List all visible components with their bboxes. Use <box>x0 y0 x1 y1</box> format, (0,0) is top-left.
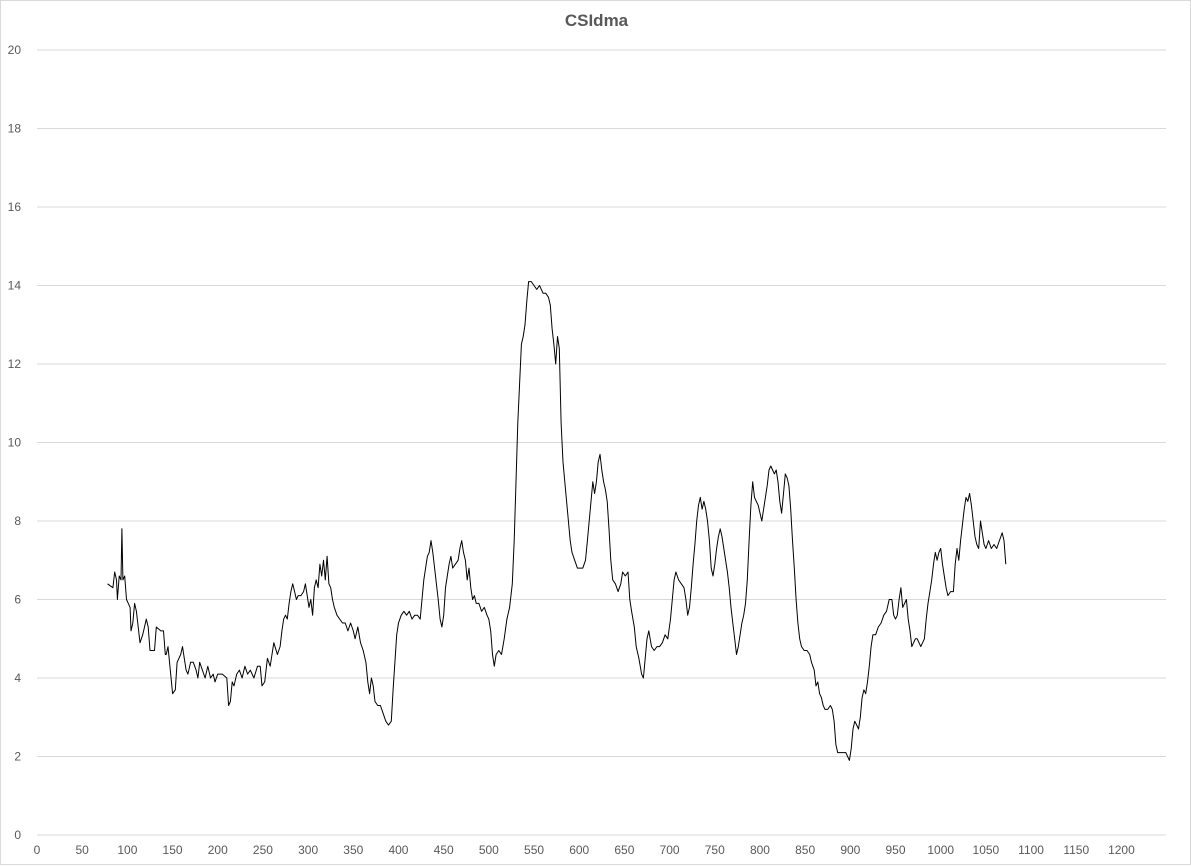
y-tick-label: 16 <box>8 200 22 214</box>
y-tick-label: 6 <box>14 593 21 607</box>
y-tick-label: 14 <box>8 279 22 293</box>
x-tick-label: 50 <box>76 843 90 857</box>
x-tick-label: 650 <box>614 843 634 857</box>
y-tick-label: 8 <box>14 514 21 528</box>
y-tick-label: 2 <box>14 750 21 764</box>
x-tick-label: 1200 <box>1108 843 1135 857</box>
x-tick-label: 1050 <box>973 843 1000 857</box>
x-tick-label: 250 <box>253 843 273 857</box>
x-tick-label: 400 <box>388 843 408 857</box>
y-tick-label: 12 <box>8 357 22 371</box>
gridlines <box>37 49 1166 757</box>
y-tick-label: 4 <box>14 671 21 685</box>
x-tick-label: 1150 <box>1063 843 1089 857</box>
y-tick-label: 18 <box>8 122 22 136</box>
y-tick-label: 20 <box>8 43 22 57</box>
x-tick-label: 800 <box>750 843 770 857</box>
x-tick-label: 200 <box>208 843 228 857</box>
x-tick-label: 150 <box>163 843 183 857</box>
x-tick-label: 500 <box>479 843 499 857</box>
x-tick-label: 100 <box>117 843 137 857</box>
x-tick-label: 550 <box>524 843 544 857</box>
x-tick-label: 600 <box>569 843 589 857</box>
x-tick-label: 900 <box>840 843 860 857</box>
y-tick-label: 0 <box>14 828 21 842</box>
x-tick-label: 300 <box>298 843 318 857</box>
series-line-0 <box>107 281 1007 761</box>
x-tick-label: 950 <box>885 843 905 857</box>
y-axis-tick-labels: 0 2 4 6 8 10 12 14 16 18 20 <box>8 43 22 842</box>
x-tick-label: 1000 <box>927 843 954 857</box>
x-tick-label: 850 <box>795 843 815 857</box>
x-tick-label: 750 <box>705 843 725 857</box>
chart-title: CSIdma <box>564 11 629 30</box>
x-tick-label: 350 <box>343 843 363 857</box>
x-axis-tick-labels: 0 50 100 150 200 250 300 350 400 450 500 550 600 650 7… <box>34 843 1135 857</box>
x-tick-label: 1100 <box>1018 843 1044 857</box>
x-tick-label: 700 <box>660 843 680 857</box>
series-layer <box>107 281 1007 761</box>
x-tick-label: 450 <box>434 843 454 857</box>
y-tick-label: 10 <box>8 436 22 450</box>
x-tick-label: 0 <box>34 843 41 857</box>
